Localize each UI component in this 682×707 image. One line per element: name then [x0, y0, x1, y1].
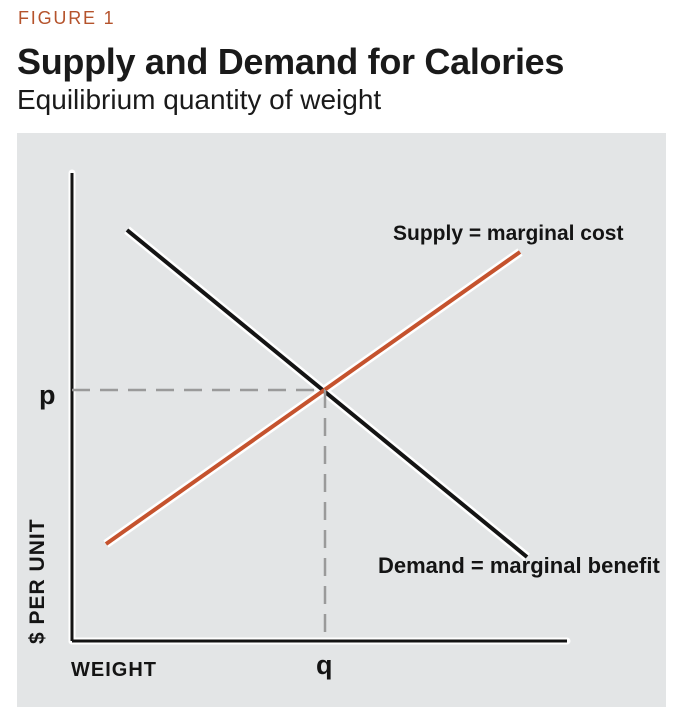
svg-text:q: q: [316, 650, 333, 680]
svg-text:$ PER UNIT: $ PER UNIT: [26, 518, 49, 644]
svg-text:Supply = marginal cost: Supply = marginal cost: [393, 222, 623, 245]
svg-text:WEIGHT: WEIGHT: [71, 659, 157, 681]
svg-text:p: p: [39, 380, 56, 410]
svg-text:Demand = marginal benefit: Demand = marginal benefit: [378, 553, 660, 578]
